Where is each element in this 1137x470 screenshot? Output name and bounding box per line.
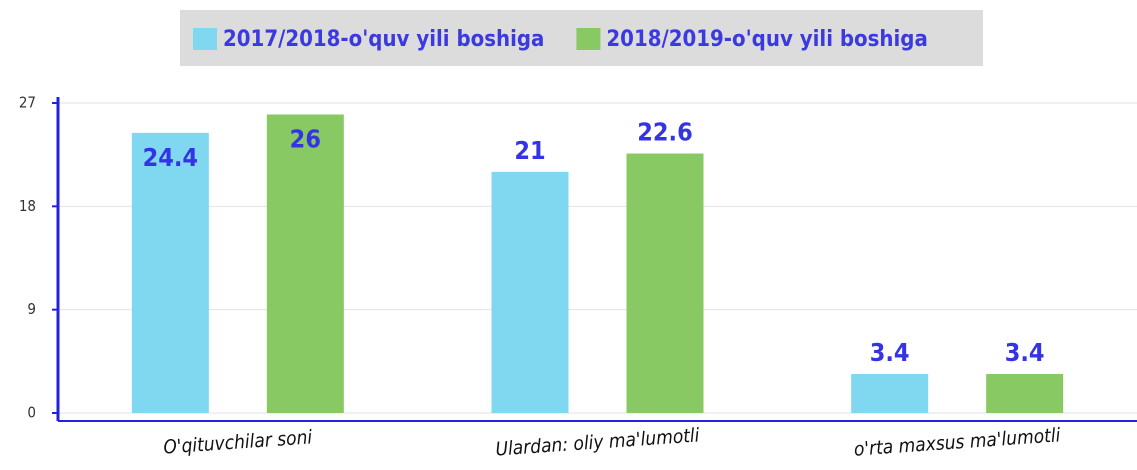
x-tick-label: o'rta maxsus ma'lumotli <box>853 424 1061 460</box>
x-tick-label: Ulardan: oliy ma'lumotli <box>495 424 701 460</box>
y-tick-label: 18 <box>19 197 36 215</box>
bar <box>626 153 704 413</box>
bar <box>266 114 344 414</box>
y-tick-label: 0 <box>27 404 36 422</box>
value-label: 3.4 <box>1005 338 1045 367</box>
legend-swatch <box>193 28 217 50</box>
value-label: 3.4 <box>870 338 910 367</box>
legend-label: 2017/2018-o'quv yili boshiga <box>223 27 544 52</box>
y-tick-label: 9 <box>27 300 36 318</box>
legend-label: 2018/2019-o'quv yili boshiga <box>606 27 927 52</box>
value-label: 24.4 <box>143 143 199 172</box>
bar <box>851 373 929 413</box>
value-label: 21 <box>514 136 545 165</box>
legend-swatch <box>576 28 601 50</box>
bar <box>986 373 1064 413</box>
bar <box>491 171 569 413</box>
bar <box>131 132 209 413</box>
x-tick-label: O'qituvchilar soni <box>163 426 313 458</box>
y-tick-label: 27 <box>19 94 36 112</box>
value-label: 22.6 <box>637 118 693 147</box>
value-label: 26 <box>290 124 321 153</box>
